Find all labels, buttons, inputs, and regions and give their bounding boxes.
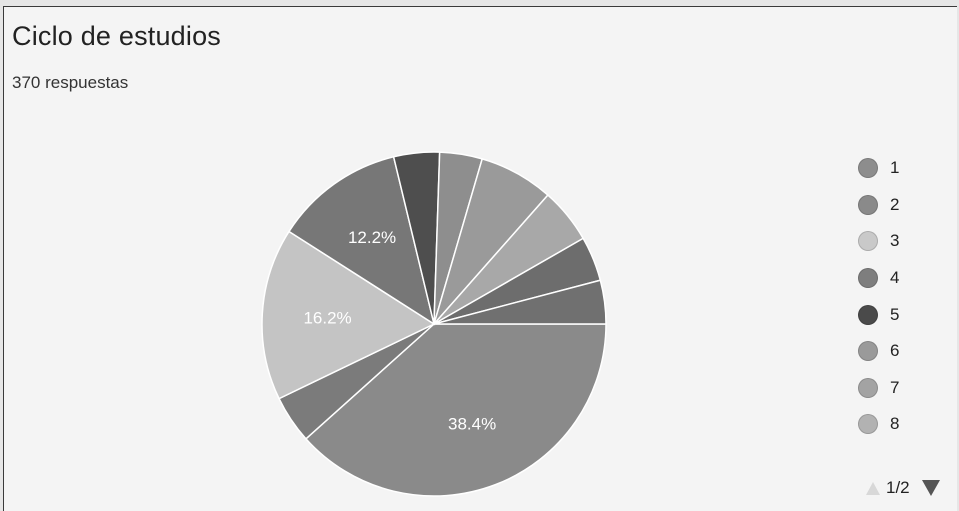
legend-swatch: [858, 414, 878, 435]
legend-item-6[interactable]: 6: [858, 333, 899, 370]
legend-swatch: [858, 158, 878, 179]
legend-label: 4: [890, 268, 900, 288]
legend-label: 7: [890, 377, 900, 397]
slice-label-1: 38.4%: [448, 415, 496, 434]
legend-page-indicator: 1/2: [886, 478, 910, 497]
pie-slice-4[interactable]: [287, 155, 436, 326]
legend-page-down-icon[interactable]: [921, 480, 940, 496]
legend-item-8[interactable]: 8: [858, 406, 899, 443]
response-count: 370 respuestas: [12, 73, 129, 92]
slice-label-4: 12.2%: [348, 228, 396, 247]
legend-item-5[interactable]: 5: [858, 296, 899, 333]
legend-label: 6: [890, 341, 900, 361]
chart-title: Ciclo de estudios: [12, 21, 222, 51]
legend-label: 2: [890, 194, 900, 214]
legend-item-1[interactable]: 1: [858, 150, 899, 187]
pie-slice-3[interactable]: [261, 230, 436, 400]
legend-item-2[interactable]: 2: [858, 187, 899, 224]
pie-slice-1[interactable]: [304, 323, 607, 497]
legend-label: 3: [890, 231, 900, 251]
legend-pager: 1/2: [866, 478, 940, 498]
pie-slice-10[interactable]: [433, 279, 607, 325]
legend-swatch: [858, 377, 878, 398]
chart-legend: 1 2 3 4 5 6 7 8: [858, 150, 899, 443]
legend-swatch: [858, 194, 878, 215]
legend-swatch: [858, 341, 878, 362]
legend-item-4[interactable]: 4: [858, 260, 899, 297]
legend-label: 1: [890, 158, 900, 178]
legend-label: 5: [890, 304, 900, 324]
slice-label-3: 16.2%: [303, 309, 351, 328]
legend-swatch: [858, 231, 878, 252]
legend-swatch: [858, 268, 878, 289]
legend-label: 8: [890, 414, 900, 434]
legend-item-3[interactable]: 3: [858, 223, 899, 260]
legend-item-7[interactable]: 7: [858, 370, 899, 407]
legend-page-up-icon[interactable]: [866, 481, 880, 495]
legend-swatch: [858, 304, 878, 325]
